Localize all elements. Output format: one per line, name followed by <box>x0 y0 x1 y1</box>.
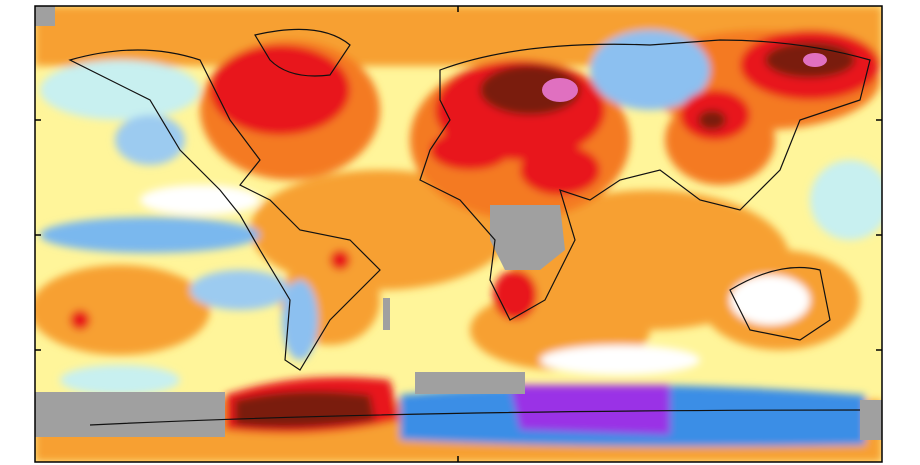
map-field <box>35 6 882 462</box>
no-data <box>35 6 55 26</box>
no-data <box>860 400 882 440</box>
coastlines <box>68 28 871 426</box>
no-data <box>490 205 565 270</box>
no-data <box>35 392 225 437</box>
pink-core <box>542 78 578 102</box>
no-data <box>383 298 390 330</box>
pink-core <box>803 53 827 67</box>
frame-ticks <box>35 6 882 462</box>
no-data <box>415 372 525 394</box>
